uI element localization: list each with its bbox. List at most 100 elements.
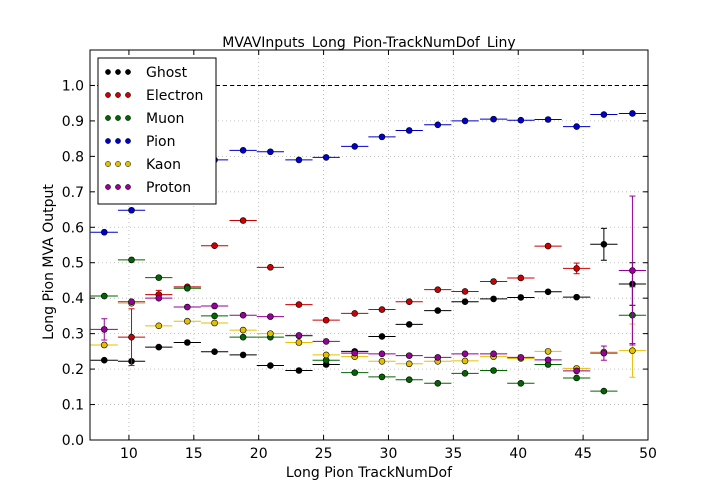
y-axis-title: Long Pion MVA Output xyxy=(41,184,57,340)
legend-marker xyxy=(105,138,111,144)
data-point xyxy=(405,360,413,368)
series-proton xyxy=(90,195,647,375)
data-point xyxy=(351,310,359,317)
y-tick-label: 0.3 xyxy=(62,327,84,343)
series-ghost xyxy=(90,227,647,374)
legend-marker xyxy=(125,115,131,121)
data-point xyxy=(184,339,191,346)
data-point xyxy=(267,330,274,337)
data-point xyxy=(490,278,497,285)
legend-label: Muon xyxy=(146,111,184,127)
legend-marker xyxy=(105,115,111,121)
data-point xyxy=(378,333,386,340)
y-tick-label: 0.8 xyxy=(62,149,84,165)
data-point xyxy=(434,379,442,387)
data-point xyxy=(544,348,552,355)
data-point xyxy=(434,354,442,361)
data-point xyxy=(461,288,469,295)
legend-marker xyxy=(115,69,121,75)
data-point xyxy=(405,321,413,328)
x-tick-label: 15 xyxy=(185,446,203,462)
data-point xyxy=(211,348,218,356)
data-point xyxy=(600,349,608,357)
data-point xyxy=(573,293,580,301)
legend-marker xyxy=(115,161,121,167)
data-point xyxy=(295,339,303,346)
data-point xyxy=(267,148,274,156)
data-point xyxy=(239,217,247,224)
data-point xyxy=(517,354,525,361)
data-point xyxy=(155,274,163,281)
y-tick-label: 0.9 xyxy=(62,114,84,130)
data-point xyxy=(490,295,497,303)
data-point xyxy=(128,206,135,214)
x-tick-label: 40 xyxy=(509,446,527,462)
x-tick-label: 25 xyxy=(315,446,333,462)
data-point xyxy=(100,228,108,236)
legend-label: Pion xyxy=(146,134,175,150)
data-point xyxy=(128,333,135,341)
data-point xyxy=(267,313,274,320)
data-point xyxy=(544,356,552,364)
data-point xyxy=(295,156,303,164)
data-point xyxy=(517,294,525,301)
legend-entry-electron: Electron xyxy=(105,88,203,104)
data-point xyxy=(322,316,330,324)
legend-marker xyxy=(125,138,131,144)
data-point xyxy=(573,374,580,382)
data-point xyxy=(517,379,525,387)
data-point xyxy=(378,373,386,381)
data-point xyxy=(434,286,442,293)
legend-entry-pion: Pion xyxy=(105,134,175,150)
data-point xyxy=(405,298,413,306)
legend-marker xyxy=(125,92,131,98)
data-point xyxy=(239,333,247,341)
data-point xyxy=(100,356,108,364)
x-axis-title: Long Pion TrackNumDof xyxy=(286,465,453,481)
data-point xyxy=(490,367,497,374)
data-point xyxy=(211,319,218,327)
y-tick-label: 0.4 xyxy=(62,291,84,307)
legend-marker xyxy=(105,92,111,98)
legend-box xyxy=(97,57,217,205)
data-point xyxy=(184,317,191,325)
data-point xyxy=(405,352,413,359)
y-tick-label: 0.1 xyxy=(62,398,84,414)
legend-entry-muon: Muon xyxy=(105,111,184,127)
data-point xyxy=(100,341,108,349)
data-point xyxy=(267,264,274,271)
data-point xyxy=(378,357,386,365)
data-point xyxy=(461,357,469,365)
data-point xyxy=(351,369,359,376)
data-point xyxy=(405,376,413,384)
data-point xyxy=(573,367,580,375)
data-point xyxy=(461,350,469,358)
x-tick-label: 45 xyxy=(574,446,592,462)
legend-label: Kaon xyxy=(146,157,181,173)
x-tick-label: 10 xyxy=(120,446,138,462)
data-point xyxy=(573,123,580,130)
data-point xyxy=(267,362,274,369)
legend: Ghost Electron Muon Pion Kaon Proton xyxy=(97,57,217,205)
chart-title: MVAVInputs_Long_Pion-TrackNumDof_Liny xyxy=(222,35,515,51)
y-tick-label: 0.2 xyxy=(62,362,84,378)
data-point xyxy=(322,338,330,345)
legend-marker xyxy=(115,115,121,121)
data-point xyxy=(629,347,636,354)
y-tick-label: 0.0 xyxy=(62,433,84,449)
legend-entry-kaon: Kaon xyxy=(105,157,181,173)
data-point xyxy=(351,349,359,357)
data-point xyxy=(573,265,580,272)
data-point xyxy=(544,242,552,250)
legend-marker xyxy=(115,184,121,190)
data-point xyxy=(295,332,303,339)
data-point xyxy=(239,147,247,154)
x-tick-label: 20 xyxy=(250,446,268,462)
data-point xyxy=(434,121,442,129)
data-point xyxy=(544,116,552,123)
legend-marker xyxy=(105,69,111,75)
data-point xyxy=(295,367,303,374)
legend-marker xyxy=(125,69,131,75)
data-point xyxy=(490,115,497,123)
